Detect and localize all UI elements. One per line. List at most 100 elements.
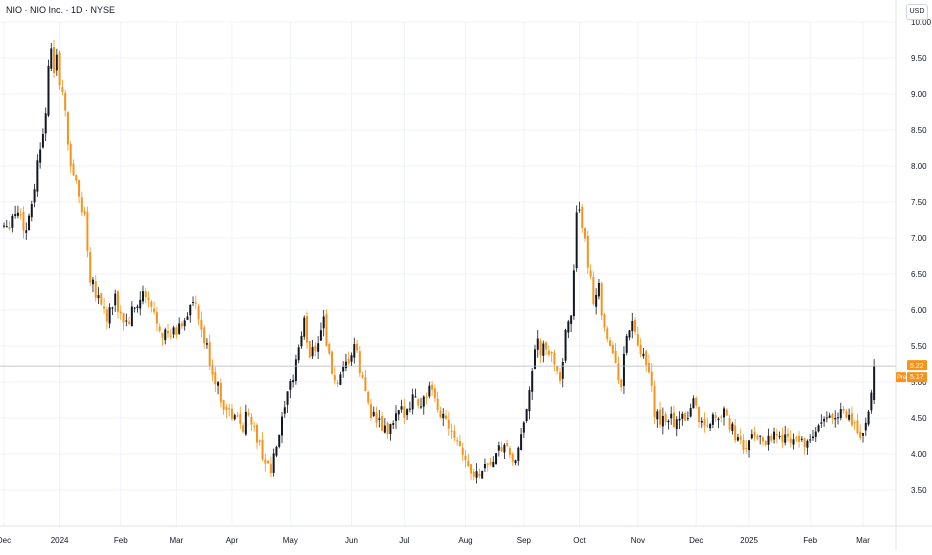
time-label: Dec — [0, 536, 11, 545]
candle-body — [531, 371, 534, 392]
time-label: 2025 — [740, 536, 758, 545]
time-axis[interactable]: Dec 2024 Feb Mar Apr May Jun Jul Aug Sep Oct Nov Dec… — [0, 536, 870, 545]
candle-body — [656, 411, 659, 420]
candle-body — [800, 438, 803, 440]
candle-body — [853, 422, 856, 424]
candle-body — [411, 394, 414, 410]
candle-body — [25, 230, 28, 233]
candle-body — [845, 411, 848, 418]
candle-body — [823, 418, 826, 422]
candle-body — [161, 332, 164, 338]
candle-body — [133, 307, 136, 309]
candle-body — [873, 366, 876, 400]
candle-body — [723, 408, 726, 418]
candle-body — [533, 349, 536, 369]
price-tick-label: 8.00 — [911, 162, 927, 171]
price-tick-label: 5.00 — [911, 378, 927, 387]
candle-body — [803, 438, 806, 448]
candle-body — [542, 343, 545, 356]
candle-body — [586, 235, 589, 268]
currency-button[interactable]: USD — [906, 4, 928, 20]
candle-body — [383, 425, 386, 433]
grid-lines — [0, 21, 896, 526]
candle-body — [706, 425, 709, 427]
candle-body — [611, 344, 614, 354]
candle-body — [219, 382, 222, 403]
candle-body — [205, 343, 208, 345]
candle-body — [80, 197, 83, 213]
time-label: Oct — [573, 536, 586, 545]
candle-body — [539, 340, 542, 356]
candle-body — [634, 319, 637, 332]
candle-body — [353, 344, 356, 358]
candle-body — [72, 163, 75, 176]
candle-body — [281, 416, 283, 436]
candle-body — [314, 345, 317, 351]
candle-body — [781, 434, 784, 443]
candle-body — [862, 433, 865, 436]
candle-body — [286, 391, 289, 405]
candle-body — [33, 189, 36, 203]
candle-body — [122, 312, 125, 323]
candle-body — [686, 418, 689, 420]
candle-body — [372, 411, 375, 417]
candle-body — [453, 430, 456, 438]
candle-body — [167, 330, 170, 334]
candle-body — [475, 471, 478, 478]
candle-body — [236, 415, 239, 417]
candle-body — [180, 323, 183, 327]
candle-body — [3, 225, 5, 227]
candle-body — [456, 440, 459, 442]
candle-body — [169, 335, 172, 337]
candle-body — [700, 420, 703, 423]
candle-body — [678, 418, 681, 421]
candle-body — [36, 160, 39, 192]
price-tick-label: 7.00 — [911, 234, 927, 243]
time-label: Jul — [399, 536, 409, 545]
candle-body — [811, 436, 814, 439]
candle-body — [839, 409, 842, 419]
candle-body — [233, 415, 236, 420]
candle-body — [428, 385, 431, 397]
candle-body — [244, 411, 247, 435]
time-label: Feb — [803, 536, 817, 545]
candle-body — [53, 47, 56, 74]
candle-body — [759, 435, 762, 437]
price-tick-label: 4.00 — [911, 450, 927, 459]
candle-body — [375, 412, 378, 423]
candles — [3, 39, 876, 484]
candle-body — [570, 315, 573, 324]
candle-body — [589, 270, 592, 277]
candle-body — [461, 447, 464, 455]
candle-body — [91, 279, 94, 285]
candle-body — [403, 406, 406, 418]
candle-body — [394, 413, 397, 421]
candle-body — [675, 419, 678, 430]
candle-body — [22, 211, 25, 231]
candle-body — [581, 206, 584, 228]
candle-body — [495, 453, 498, 465]
candle-body — [639, 344, 642, 355]
candle-body — [158, 326, 161, 331]
candle-body — [595, 294, 598, 307]
candle-body — [44, 113, 47, 134]
candle-body — [94, 281, 97, 298]
candle-body — [128, 321, 131, 324]
candle-body — [200, 319, 203, 330]
candle-body — [100, 293, 103, 305]
candle-body — [5, 226, 8, 228]
candle-body — [464, 455, 467, 461]
candle-body — [761, 437, 764, 442]
candle-body — [653, 386, 656, 418]
candle-body — [431, 384, 434, 390]
candle-body — [575, 212, 578, 269]
candle-body — [825, 417, 828, 419]
candle-body — [108, 307, 111, 324]
candle-body — [725, 409, 728, 416]
candle-body — [356, 343, 359, 351]
candle-body — [406, 409, 409, 416]
candle-body — [75, 174, 78, 181]
candle-body — [628, 330, 631, 338]
